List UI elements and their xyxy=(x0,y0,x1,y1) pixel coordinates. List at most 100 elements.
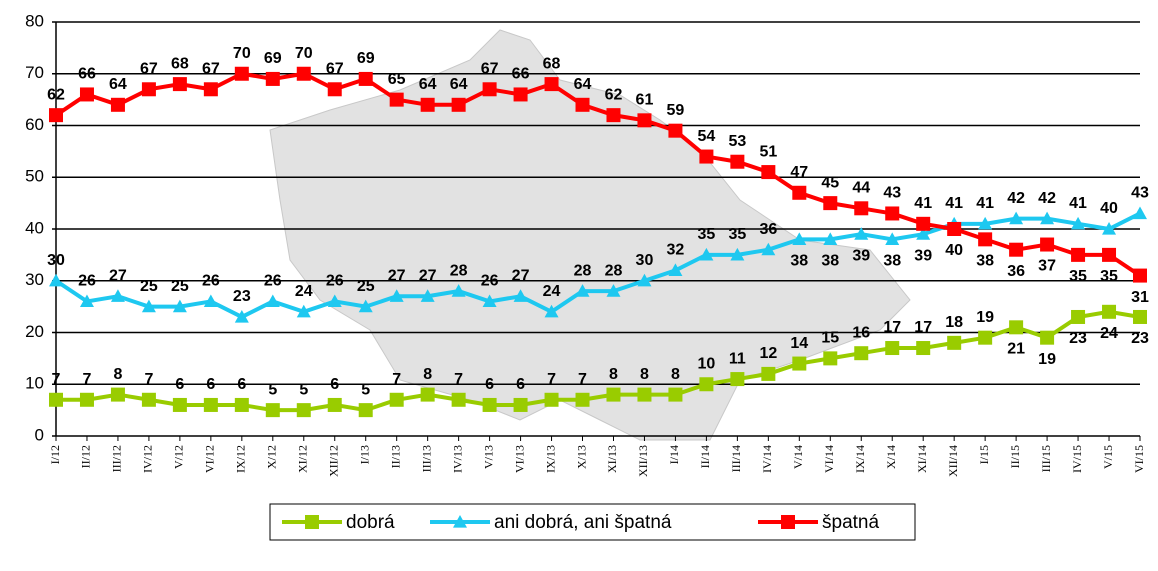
value-label: 32 xyxy=(667,242,685,259)
value-label: 69 xyxy=(357,50,375,67)
marker xyxy=(482,397,497,412)
marker xyxy=(265,294,280,308)
x-tick-label: IV/15 xyxy=(1070,445,1084,473)
marker xyxy=(141,392,156,407)
marker xyxy=(575,392,590,407)
marker xyxy=(1040,237,1055,252)
marker xyxy=(978,232,993,247)
marker xyxy=(110,97,125,112)
value-label: 5 xyxy=(268,381,277,398)
value-label: 17 xyxy=(914,319,932,336)
x-tick-label: IX/14 xyxy=(853,445,867,473)
marker xyxy=(606,108,621,123)
marker xyxy=(1071,247,1086,262)
value-label: 8 xyxy=(423,366,432,383)
value-label: 25 xyxy=(140,278,158,295)
marker xyxy=(978,216,993,230)
value-label: 17 xyxy=(883,319,901,336)
marker xyxy=(451,97,466,112)
value-label: 7 xyxy=(547,371,556,388)
value-label: 7 xyxy=(392,371,401,388)
x-tick-label: V/12 xyxy=(172,445,186,469)
marker xyxy=(358,403,373,418)
marker xyxy=(296,304,311,318)
marker xyxy=(327,82,342,97)
background-map xyxy=(269,29,911,441)
marker xyxy=(358,71,373,86)
value-label: 26 xyxy=(481,273,499,290)
marker xyxy=(203,82,218,97)
x-tick-label: I/12 xyxy=(48,445,62,464)
x-tick-label: III/15 xyxy=(1039,445,1053,472)
value-label: 51 xyxy=(759,143,777,160)
marker xyxy=(1009,211,1024,225)
marker xyxy=(79,294,94,308)
x-tick-label: XII/14 xyxy=(946,445,960,477)
value-label: 36 xyxy=(759,221,777,238)
value-label: 6 xyxy=(516,376,525,393)
marker xyxy=(420,387,435,402)
value-label: 45 xyxy=(821,174,839,191)
value-label: 6 xyxy=(485,376,494,393)
marker xyxy=(389,92,404,107)
legend-label: ani dobrá, ani špatná xyxy=(494,512,672,533)
x-tick-label: IX/13 xyxy=(543,445,557,473)
value-label: 23 xyxy=(1069,330,1087,347)
marker xyxy=(482,294,497,308)
marker xyxy=(885,341,900,356)
value-label: 26 xyxy=(78,273,96,290)
x-tick-label: III/12 xyxy=(110,445,124,472)
marker xyxy=(389,392,404,407)
value-label: 42 xyxy=(1038,190,1056,207)
value-label: 35 xyxy=(1069,268,1087,285)
value-label: 12 xyxy=(759,345,777,362)
value-label: 24 xyxy=(295,283,313,300)
value-label: 39 xyxy=(852,247,870,264)
marker xyxy=(885,232,900,245)
marker xyxy=(916,341,931,356)
marker xyxy=(885,206,900,221)
marker xyxy=(792,356,807,371)
marker xyxy=(668,387,683,402)
marker xyxy=(606,284,621,297)
value-label: 41 xyxy=(914,195,932,212)
marker xyxy=(420,97,435,112)
value-label: 6 xyxy=(330,376,339,393)
marker xyxy=(637,273,652,287)
value-label: 39 xyxy=(914,247,932,264)
x-tick-label: III/13 xyxy=(419,445,433,472)
marker xyxy=(637,113,652,128)
value-label: 42 xyxy=(1007,190,1025,207)
marker xyxy=(110,289,125,302)
value-label: 6 xyxy=(175,376,184,393)
x-tick-label: XI/14 xyxy=(915,445,929,473)
value-label: 66 xyxy=(512,66,530,83)
y-tick-label: 80 xyxy=(25,11,44,30)
marker xyxy=(305,515,319,529)
value-label: 69 xyxy=(264,50,282,67)
x-tick-label: XII/13 xyxy=(636,445,650,477)
marker xyxy=(916,216,931,231)
marker xyxy=(513,397,528,412)
value-label: 64 xyxy=(419,76,437,93)
value-label: 68 xyxy=(171,55,189,72)
value-label: 70 xyxy=(233,45,251,62)
value-label: 43 xyxy=(883,185,901,202)
marker xyxy=(544,392,559,407)
x-tick-label: V/14 xyxy=(791,445,805,469)
x-tick-label: XI/12 xyxy=(296,445,310,473)
value-label: 10 xyxy=(698,355,716,372)
value-label: 37 xyxy=(1038,258,1056,275)
value-label: 7 xyxy=(578,371,587,388)
marker xyxy=(947,222,962,236)
marker xyxy=(1102,247,1117,262)
y-tick-label: 50 xyxy=(25,167,44,186)
x-tick-label: I/15 xyxy=(977,445,991,464)
value-label: 62 xyxy=(605,86,623,103)
marker xyxy=(854,227,869,240)
value-label: 27 xyxy=(109,267,127,284)
x-tick-label: V/13 xyxy=(481,445,495,469)
marker xyxy=(699,149,714,164)
x-tick-label: X/14 xyxy=(884,445,898,469)
marker xyxy=(1009,242,1024,257)
